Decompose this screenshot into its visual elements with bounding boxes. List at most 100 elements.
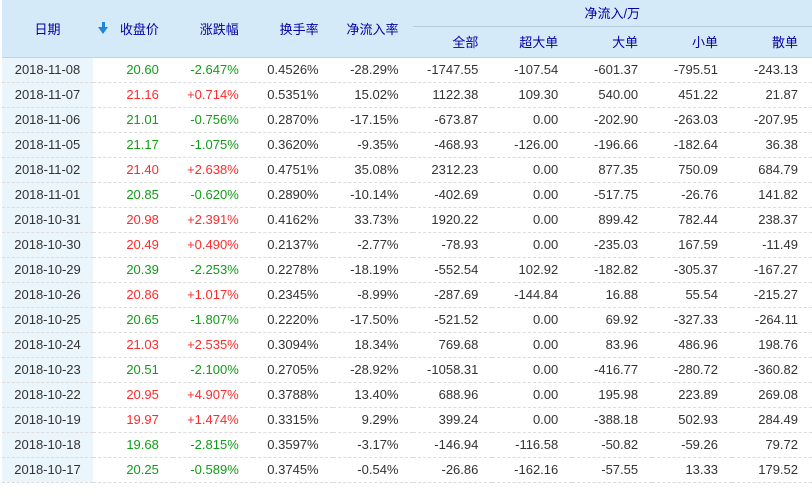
cell-close: 20.95 [93,382,173,408]
cell-date: 2018-10-24 [2,332,93,358]
cell-date: 2018-11-02 [2,157,93,183]
cell-date: 2018-11-01 [2,182,93,208]
cell-inflow-rate: -10.14% [332,182,413,208]
cell-inflow-small: 750.09 [652,157,732,183]
cell-inflow-rate: 33.73% [332,207,413,233]
cell-turnover: 0.3745% [252,457,333,483]
cell-inflow-super-large: 0.00 [492,107,573,133]
cell-inflow-small: 55.54 [652,282,732,308]
cell-close: 20.39 [93,257,173,283]
column-header-date[interactable]: 日期 [2,0,108,57]
cell-inflow-retail: -167.27 [732,257,812,283]
cell-date: 2018-10-18 [2,432,93,458]
cell-change: -0.756% [172,107,253,133]
cell-inflow-large: 83.96 [572,332,653,358]
cell-inflow-small: 502.93 [652,407,732,433]
cell-turnover: 0.2345% [252,282,333,308]
cell-close: 20.98 [93,207,173,233]
cell-inflow-rate: -2.77% [332,232,413,258]
cell-date: 2018-10-19 [2,407,93,433]
cell-inflow-small: -263.03 [652,107,732,133]
cell-inflow-all: -1058.31 [412,357,493,383]
cell-turnover: 0.2870% [252,107,333,133]
cell-inflow-retail: 79.72 [732,432,812,458]
cell-inflow-all: -468.93 [412,132,493,158]
cell-inflow-all: -146.94 [412,432,493,458]
column-group-net-inflow: 净流入/万 [412,0,812,27]
cell-inflow-super-large: 0.00 [492,357,573,383]
cell-inflow-rate: -0.54% [332,457,413,483]
cell-date: 2018-10-23 [2,357,93,383]
cell-inflow-large: -416.77 [572,357,653,383]
cell-inflow-small: -182.64 [652,132,732,158]
cell-inflow-super-large: 0.00 [492,182,573,208]
cell-inflow-all: 688.96 [412,382,493,408]
cell-close: 21.40 [93,157,173,183]
table-row: 2018-11-07 21.16 +0.714% 0.5351% 15.02% … [2,82,812,108]
cell-inflow-retail: 238.37 [732,207,812,233]
cell-turnover: 0.2137% [252,232,333,258]
table-row: 2018-11-01 20.85 -0.620% 0.2890% -10.14%… [2,182,812,208]
cell-inflow-small: -26.76 [652,182,732,208]
cell-turnover: 0.5351% [252,82,333,108]
cell-date: 2018-10-22 [2,382,93,408]
cell-date: 2018-10-17 [2,457,93,483]
cell-turnover: 0.2890% [252,182,333,208]
cell-turnover: 0.2220% [252,307,333,333]
cell-inflow-rate: -3.17% [332,432,413,458]
column-header-small: 小单 [652,26,732,57]
cell-inflow-large: 877.35 [572,157,653,183]
cell-inflow-small: 223.89 [652,382,732,408]
column-header-retail: 散单 [732,26,812,57]
fund-flow-table: 日期 收盘价 涨跌幅 换手率 净流入率 净流入/万 全部 超大单 大单 小单 散… [2,0,812,483]
cell-close: 20.51 [93,357,173,383]
table-row: 2018-10-30 20.49 +0.490% 0.2137% -2.77% … [2,232,812,258]
cell-inflow-retail: 684.79 [732,157,812,183]
cell-inflow-large: -601.37 [572,57,653,83]
cell-inflow-rate: -28.92% [332,357,413,383]
cell-inflow-all: 1122.38 [412,82,493,108]
table-row: 2018-10-24 21.03 +2.535% 0.3094% 18.34% … [2,332,812,358]
table-row: 2018-11-06 21.01 -0.756% 0.2870% -17.15%… [2,107,812,133]
cell-change: -1.807% [172,307,253,333]
cell-inflow-large: -196.66 [572,132,653,158]
cell-change: -0.589% [172,457,253,483]
table-row: 2018-10-29 20.39 -2.253% 0.2278% -18.19%… [2,257,812,283]
cell-turnover: 0.4751% [252,157,333,183]
cell-inflow-rate: -8.99% [332,282,413,308]
cell-inflow-all: -1747.55 [412,57,493,83]
cell-inflow-rate: 9.29% [332,407,413,433]
cell-inflow-large: -57.55 [572,457,653,483]
cell-inflow-retail: 179.52 [732,457,812,483]
cell-inflow-super-large: 0.00 [492,307,573,333]
cell-turnover: 0.3094% [252,332,333,358]
cell-turnover: 0.3788% [252,382,333,408]
cell-change: +2.391% [172,207,253,233]
cell-inflow-large: -182.82 [572,257,653,283]
cell-close: 20.85 [93,182,173,208]
cell-inflow-small: -305.37 [652,257,732,283]
column-header-all: 全部 [412,26,493,57]
cell-inflow-retail: -264.11 [732,307,812,333]
cell-date: 2018-11-07 [2,82,93,108]
cell-date: 2018-10-25 [2,307,93,333]
column-header-turnover: 换手率 [252,0,333,57]
cell-inflow-all: -521.52 [412,307,493,333]
table-row: 2018-11-02 21.40 +2.638% 0.4751% 35.08% … [2,157,812,183]
column-header-large: 大单 [572,26,653,57]
cell-inflow-retail: 269.08 [732,382,812,408]
cell-inflow-large: 540.00 [572,82,653,108]
cell-turnover: 0.4162% [252,207,333,233]
table-row: 2018-10-31 20.98 +2.391% 0.4162% 33.73% … [2,207,812,233]
cell-change: +0.490% [172,232,253,258]
cell-inflow-small: -327.33 [652,307,732,333]
cell-close: 20.49 [93,232,173,258]
cell-inflow-large: -202.90 [572,107,653,133]
cell-change: -1.075% [172,132,253,158]
cell-close: 19.68 [93,432,173,458]
cell-inflow-large: -50.82 [572,432,653,458]
cell-inflow-super-large: -144.84 [492,282,573,308]
cell-close: 20.65 [93,307,173,333]
cell-inflow-rate: 13.40% [332,382,413,408]
sort-descending-icon[interactable] [98,22,109,35]
